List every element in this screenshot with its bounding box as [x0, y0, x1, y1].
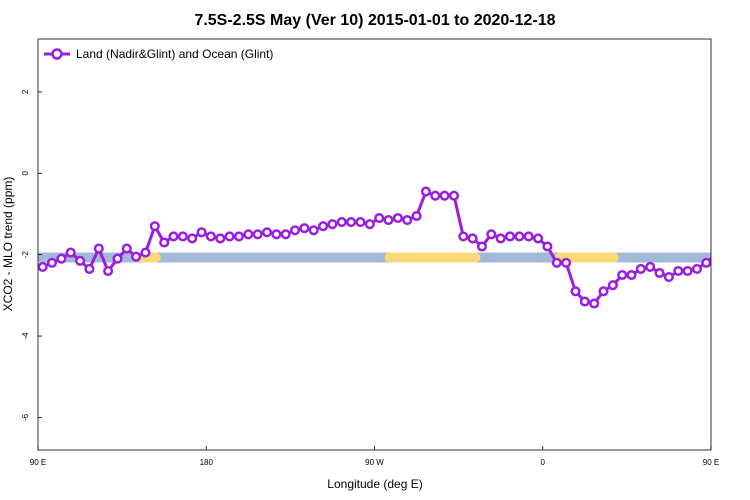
y-axis-label: XCO2 - MLO trend (ppm): [1, 177, 15, 312]
data-point: [570, 286, 581, 297]
data-point: [402, 215, 413, 226]
data-point: [112, 253, 123, 264]
data-point: [84, 263, 95, 274]
data-point: [701, 257, 711, 268]
data-point: [346, 217, 357, 228]
data-point: [140, 247, 151, 258]
data-point: [374, 212, 385, 224]
data-point: [430, 190, 441, 201]
data-point: [691, 263, 703, 274]
data-point: [383, 215, 394, 226]
data-point: [731, 263, 739, 271]
data-point: [626, 269, 637, 281]
data-point: [355, 217, 366, 228]
data-point: [93, 243, 104, 254]
data-point: [233, 231, 245, 242]
data-point: [439, 190, 450, 201]
data-point: [740, 259, 748, 267]
data-point: [364, 219, 375, 230]
data-point: [561, 257, 572, 268]
data-point: [523, 231, 534, 242]
data-point: [710, 252, 711, 257]
data-point: [318, 221, 329, 232]
data-point: [533, 233, 544, 244]
data-point: [299, 223, 310, 234]
data-point: [420, 186, 431, 197]
data-point: [654, 267, 665, 279]
data-point: [486, 229, 497, 240]
data-point: [243, 229, 254, 240]
x-tick-label: 90 E: [703, 458, 719, 467]
data-point: [56, 253, 67, 264]
x-tick-label: 90 W: [365, 458, 384, 467]
data-point: [617, 269, 628, 281]
data-point: [635, 263, 646, 274]
data-point: [252, 229, 263, 240]
data-point: [504, 231, 516, 242]
data-point: [224, 231, 235, 242]
data-point: [75, 255, 86, 266]
data-point: [38, 261, 48, 272]
data-point: [411, 210, 422, 222]
data-point: [149, 221, 160, 232]
x-tick-label: 90 E: [30, 458, 46, 467]
data-point: [177, 231, 188, 242]
y-tick-label: 2: [21, 89, 30, 94]
data-point: [476, 241, 488, 252]
data-point: [327, 219, 338, 230]
plot-frame: [37, 38, 712, 451]
legend-marker: [51, 48, 63, 60]
data-point: [336, 217, 347, 228]
data-point: [682, 265, 693, 277]
data-point: [607, 280, 618, 291]
legend-entry: Land (Nadir&Glint) and Ocean (Glint): [76, 47, 273, 61]
data-point: [721, 249, 729, 257]
data-point: [103, 265, 114, 277]
data-point: [131, 251, 142, 262]
data-point: [187, 233, 198, 244]
data-point: [289, 225, 301, 236]
data-point: [196, 227, 207, 238]
data-point: [645, 261, 656, 272]
y-tick-label: -6: [21, 413, 30, 421]
x-tick-label: 0: [541, 458, 546, 467]
data-point: [159, 237, 170, 248]
data-point: [46, 257, 58, 268]
y-tick-label: -4: [21, 332, 30, 340]
y-tick-label: 0: [21, 171, 30, 176]
data-point: [121, 243, 132, 254]
series-line: [42, 190, 711, 305]
data-point: [308, 225, 319, 236]
data-point: [448, 190, 460, 201]
data-point: [542, 241, 553, 252]
data-point: [495, 233, 506, 244]
data-point: [458, 231, 469, 242]
data-point: [514, 231, 525, 242]
data-point: [579, 296, 590, 307]
data-point: [205, 231, 216, 242]
data-point: [261, 227, 273, 238]
data-point: [271, 229, 282, 240]
data-point: [280, 229, 291, 240]
chart-title: 7.5S-2.5S May (Ver 10) 2015-01-01 to 202…: [194, 12, 555, 29]
data-point: [215, 233, 226, 244]
data-point: [663, 272, 674, 283]
data-point: [467, 233, 478, 244]
y-tick-label: -2: [21, 251, 30, 259]
data-point: [551, 257, 562, 268]
x-tick-label: 180: [200, 458, 214, 467]
data-point: [65, 247, 76, 258]
data-point: [589, 298, 600, 309]
data-point: [673, 265, 684, 277]
x-axis-label: Longitude (deg E): [327, 477, 422, 491]
data-point: [168, 231, 179, 242]
data-point: [392, 212, 403, 224]
data-point: [598, 286, 609, 297]
